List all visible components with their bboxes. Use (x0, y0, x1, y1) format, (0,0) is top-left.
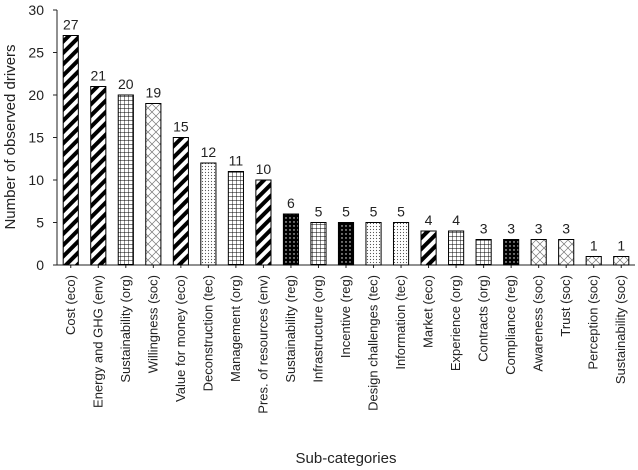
x-tick-label: Market (eco) (421, 275, 436, 348)
bar (337, 222, 355, 266)
y-tick-label: 20 (28, 87, 44, 103)
data-label: 20 (118, 76, 134, 92)
y-tick-label: 15 (28, 130, 44, 146)
data-label: 6 (287, 195, 295, 211)
bar (227, 171, 244, 266)
bar (585, 256, 602, 266)
y-tick-label: 5 (36, 215, 44, 231)
bar (392, 222, 410, 266)
bar (310, 222, 327, 266)
bar (503, 239, 520, 266)
x-tick-label: Trust (soc) (558, 275, 573, 337)
y-tick-label: 0 (36, 257, 44, 273)
x-tick-label: Sustainability (reg) (283, 275, 298, 383)
bar (90, 86, 107, 266)
data-label: 12 (201, 144, 217, 160)
x-tick-label: Cost (eco) (63, 275, 78, 335)
data-label: 3 (480, 221, 488, 237)
bar (200, 162, 217, 266)
y-axis-title: Number of observed drivers (2, 44, 19, 229)
bar (448, 230, 465, 266)
bar (613, 256, 630, 266)
data-label: 21 (90, 68, 106, 84)
x-tick-label: Information (tec) (393, 275, 408, 370)
x-tick-label: Value for money (eco) (173, 275, 188, 402)
bar (365, 222, 382, 266)
bar (117, 94, 134, 266)
data-label: 11 (229, 153, 244, 169)
data-label: 1 (590, 238, 598, 254)
data-label: 3 (535, 221, 543, 237)
x-tick-label: Management (org) (228, 275, 243, 382)
x-tick-label: Incentive (reg) (338, 275, 353, 358)
x-axis-title: Sub-categories (296, 450, 397, 467)
data-label: 5 (342, 204, 350, 220)
bar (255, 179, 272, 266)
data-label: 3 (507, 221, 515, 237)
bar (172, 137, 189, 266)
x-tick-label: Energy and GHG (env) (90, 275, 105, 408)
bar (282, 213, 300, 266)
bars-layer (62, 35, 630, 266)
bar (530, 239, 547, 266)
x-tick-label: Infrastructure (org) (310, 275, 325, 383)
bar (558, 239, 575, 266)
data-label: 5 (397, 204, 405, 220)
data-label: 5 (370, 204, 378, 220)
x-tick-label: Experience (org) (448, 275, 463, 371)
data-label: 4 (425, 212, 433, 228)
data-label: 15 (173, 119, 189, 135)
bar (420, 230, 437, 266)
x-tick-label: Deconstruction (tec) (200, 275, 215, 391)
x-tick-label: Compliance (reg) (503, 275, 518, 375)
x-tick-label: Pres. of resources (env) (255, 275, 270, 414)
y-axis: 0 5 10 15 20 25 30 (28, 2, 58, 273)
data-label: 10 (256, 161, 272, 177)
data-label: 1 (617, 238, 625, 254)
y-tick-label: 30 (28, 2, 44, 18)
bar (475, 239, 492, 266)
data-label: 27 (63, 17, 79, 33)
x-tick-label: Sustainability (soc) (613, 275, 628, 384)
x-tick-label: Design challenges (tec) (366, 275, 381, 411)
data-label: 19 (146, 85, 162, 101)
data-label: 3 (562, 221, 570, 237)
x-tick-label: Awareness (soc) (531, 275, 546, 372)
x-tick-label: Perception (soc) (586, 275, 601, 370)
x-tick-label: Sustainability (org) (118, 275, 133, 383)
x-tick-label: Contracts (org) (476, 275, 491, 362)
data-label: 4 (452, 212, 460, 228)
data-label: 5 (315, 204, 323, 220)
y-tick-label: 10 (28, 172, 44, 188)
bar (62, 35, 79, 266)
y-tick-label: 25 (28, 45, 44, 61)
bar (145, 103, 162, 266)
labels-layer: 27 Cost (eco) 21 Energy and GHG (env) 20 Sust… (63, 17, 628, 414)
x-tick-label: Willingness (soc) (145, 275, 160, 373)
